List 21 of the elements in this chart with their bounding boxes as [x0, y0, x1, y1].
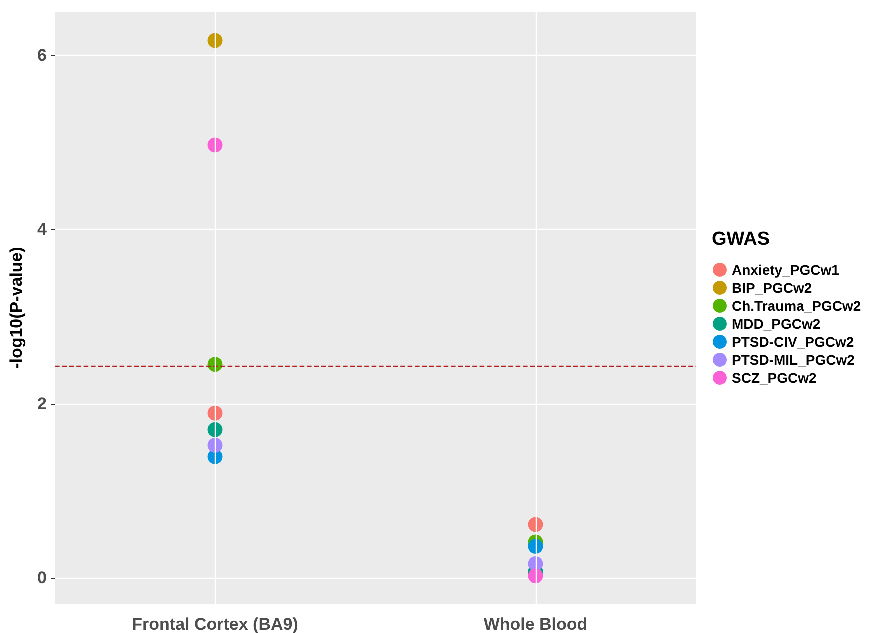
legend-label: Ch.Trauma_PGCw2 [732, 298, 862, 314]
legend-label: SCZ_PGCw2 [732, 370, 818, 386]
legend-label: MDD_PGCw2 [732, 316, 821, 332]
point [528, 517, 544, 532]
point [208, 406, 223, 421]
point [208, 33, 223, 48]
y-tick-label: 0 [38, 568, 47, 588]
y-axis-title: -log10(P-value) [7, 247, 26, 369]
legend-label: PTSD-CIV_PGCw2 [732, 334, 854, 350]
legend-title: GWAS [712, 229, 770, 250]
y-tick-label: 6 [38, 46, 47, 66]
point [208, 422, 223, 438]
point [208, 438, 223, 454]
y-tick-label: 2 [38, 394, 47, 414]
legend-label: Anxiety_PGCw1 [732, 262, 840, 278]
point [208, 138, 223, 153]
x-tick-label: Whole Blood [484, 615, 588, 633]
point [528, 539, 544, 554]
legend-label: BIP_PGCw2 [732, 280, 812, 296]
legend-label: PTSD-MIL_PGCw2 [732, 352, 856, 368]
y-tick-label: 4 [38, 220, 48, 240]
